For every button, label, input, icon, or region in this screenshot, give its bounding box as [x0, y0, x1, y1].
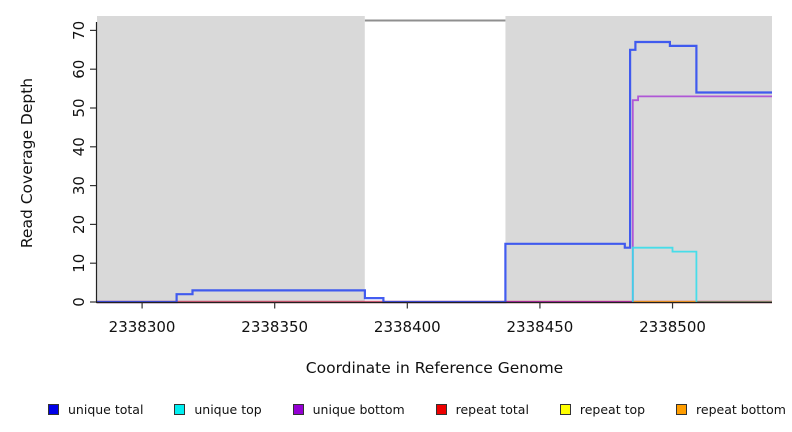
legend-label-unique-bottom: unique bottom: [312, 401, 405, 417]
x-tick-label-2338450: 2338450: [507, 318, 574, 336]
legend-label-repeat-bottom: repeat bottom: [696, 401, 786, 417]
legend-label-repeat-top: repeat top: [579, 401, 646, 417]
region-covered-1: [97, 16, 365, 302]
series-line-unique-total: [97, 40, 772, 304]
x-tick-label-2338500: 2338500: [639, 318, 706, 336]
region-uncovered-gap: [364, 16, 506, 302]
legend-swatch-repeat-top: [559, 403, 571, 415]
y-tick-label-50: 50: [70, 98, 88, 117]
y-tick-label-60: 60: [70, 60, 88, 79]
x-tick-label-2338350: 2338350: [241, 318, 308, 336]
x-axis-title: Coordinate in Reference Genome: [305, 359, 564, 377]
legend-item-unique-total: unique total: [48, 402, 143, 417]
region-covered-2: [505, 16, 772, 302]
legend: unique total unique top unique bottom repea…: [48, 396, 786, 422]
y-tick-label-40: 40: [70, 137, 88, 156]
legend-swatch-unique-bottom: [292, 403, 304, 415]
y-tick-label-10: 10: [70, 254, 88, 273]
legend-item-unique-bottom: unique bottom: [292, 401, 405, 417]
y-tick-label-70: 70: [70, 21, 88, 40]
legend-swatch-repeat-bottom: [676, 403, 688, 415]
y-tick-label-20: 20: [70, 215, 88, 234]
legend-swatch-unique-total: [48, 403, 59, 415]
legend-item-unique-top: unique top: [174, 401, 262, 417]
y-tick-label-0: 0: [70, 297, 88, 307]
legend-swatch-repeat-total: [435, 403, 447, 415]
legend-label-unique-top: unique top: [194, 401, 262, 417]
x-tick-label-2338300: 2338300: [109, 318, 176, 336]
legend-item-repeat-bottom: repeat bottom: [676, 402, 786, 417]
legend-swatch-unique-top: [174, 403, 186, 415]
x-tick-label-2338400: 2338400: [374, 318, 441, 336]
legend-label-repeat-total: repeat total: [455, 401, 529, 417]
legend-label-unique-total: unique total: [68, 401, 144, 417]
y-axis-title: Read Coverage Depth: [18, 77, 36, 249]
legend-item-repeat-top: repeat top: [559, 401, 646, 417]
series-line-unique-top: [631, 246, 698, 302]
legend-item-repeat-total: repeat total: [435, 401, 529, 417]
y-tick-label-30: 30: [70, 176, 88, 195]
